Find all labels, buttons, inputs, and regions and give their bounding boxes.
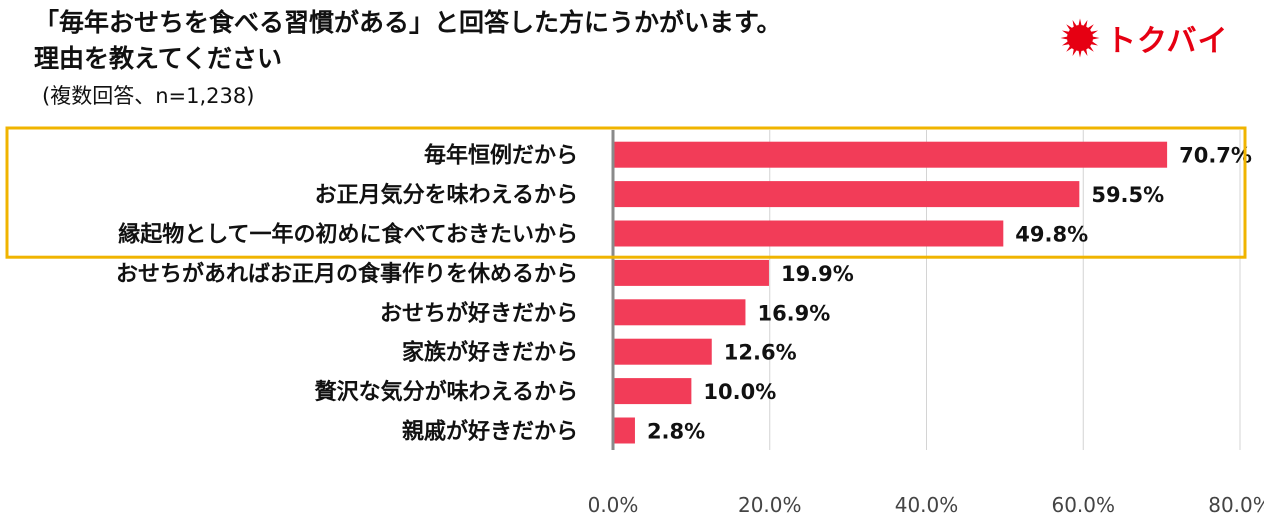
- x-tick-label: 80.0%: [1208, 493, 1264, 517]
- category-label: 親戚が好きだから: [402, 419, 578, 445]
- value-label: 19.9%: [781, 262, 854, 286]
- x-tick-label: 20.0%: [738, 493, 802, 517]
- bar: [614, 378, 692, 405]
- value-label: 16.9%: [757, 301, 830, 325]
- category-label: 毎年恒例だから: [424, 143, 578, 169]
- bar: [614, 141, 1168, 168]
- value-label: 10.0%: [703, 380, 776, 404]
- bar: [614, 417, 635, 444]
- category-label: 贅沢な気分が味わえるから: [315, 379, 578, 405]
- top-three-highlight-box: [5, 126, 1247, 259]
- value-label: 70.7%: [1179, 144, 1252, 168]
- bar: [614, 338, 712, 365]
- sunburst-spike: [1078, 49, 1082, 58]
- category-label: おせちがあればお正月の食事作りを休めるから: [116, 261, 578, 287]
- value-label: 2.8%: [647, 420, 705, 444]
- logo-text: トクバイ: [1106, 24, 1229, 59]
- chart-gridlines: [769, 130, 1241, 450]
- category-label: おせちが好きだから: [380, 300, 578, 326]
- bar: [614, 220, 1004, 247]
- sunburst-spike: [1078, 18, 1082, 27]
- value-labels: 70.7% 59.5%49.8% 19.9% 16.9% 12.6% 10.0% 2.8%: [647, 144, 1252, 444]
- category-label: 縁起物として一年の初めに食べておきたいから: [118, 222, 578, 248]
- sunburst-spike: [1091, 36, 1100, 40]
- value-label: 59.5%: [1091, 183, 1164, 207]
- sunburst-spike: [1060, 36, 1069, 40]
- category-label: お正月気分を味わえるから: [315, 182, 578, 208]
- value-label: 49.8%: [1015, 223, 1088, 247]
- value-label: 12.6%: [724, 341, 797, 365]
- category-label: 家族が好きだから: [402, 340, 578, 366]
- bar: [614, 181, 1080, 208]
- chart-subtitle: (複数回答、n=1,238): [42, 84, 255, 108]
- x-tick-label: 0.0%: [588, 493, 639, 517]
- bar: [614, 259, 769, 286]
- tokubai-logo: トクバイ: [1060, 16, 1229, 60]
- x-tick-label: 40.0%: [895, 493, 959, 517]
- category-labels: 毎年恒例だからお正月気分を味わえるから縁起物として一年の初めに食べておきたいから…: [116, 143, 578, 445]
- chart-title-line-1: 「毎年おせちを食べる習慣がある」と回答した方にうかがいます。: [34, 8, 782, 37]
- sunburst-icon: [1060, 18, 1100, 58]
- chart-title-line-2: 理由を教えてください: [34, 44, 283, 73]
- bar: [614, 299, 746, 326]
- x-tick-label: 60.0%: [1051, 493, 1115, 517]
- chart-bars: [614, 141, 1168, 444]
- x-axis-tick-labels: 0.0% 20.0% 40.0% 60.0% 80.0%: [588, 493, 1264, 517]
